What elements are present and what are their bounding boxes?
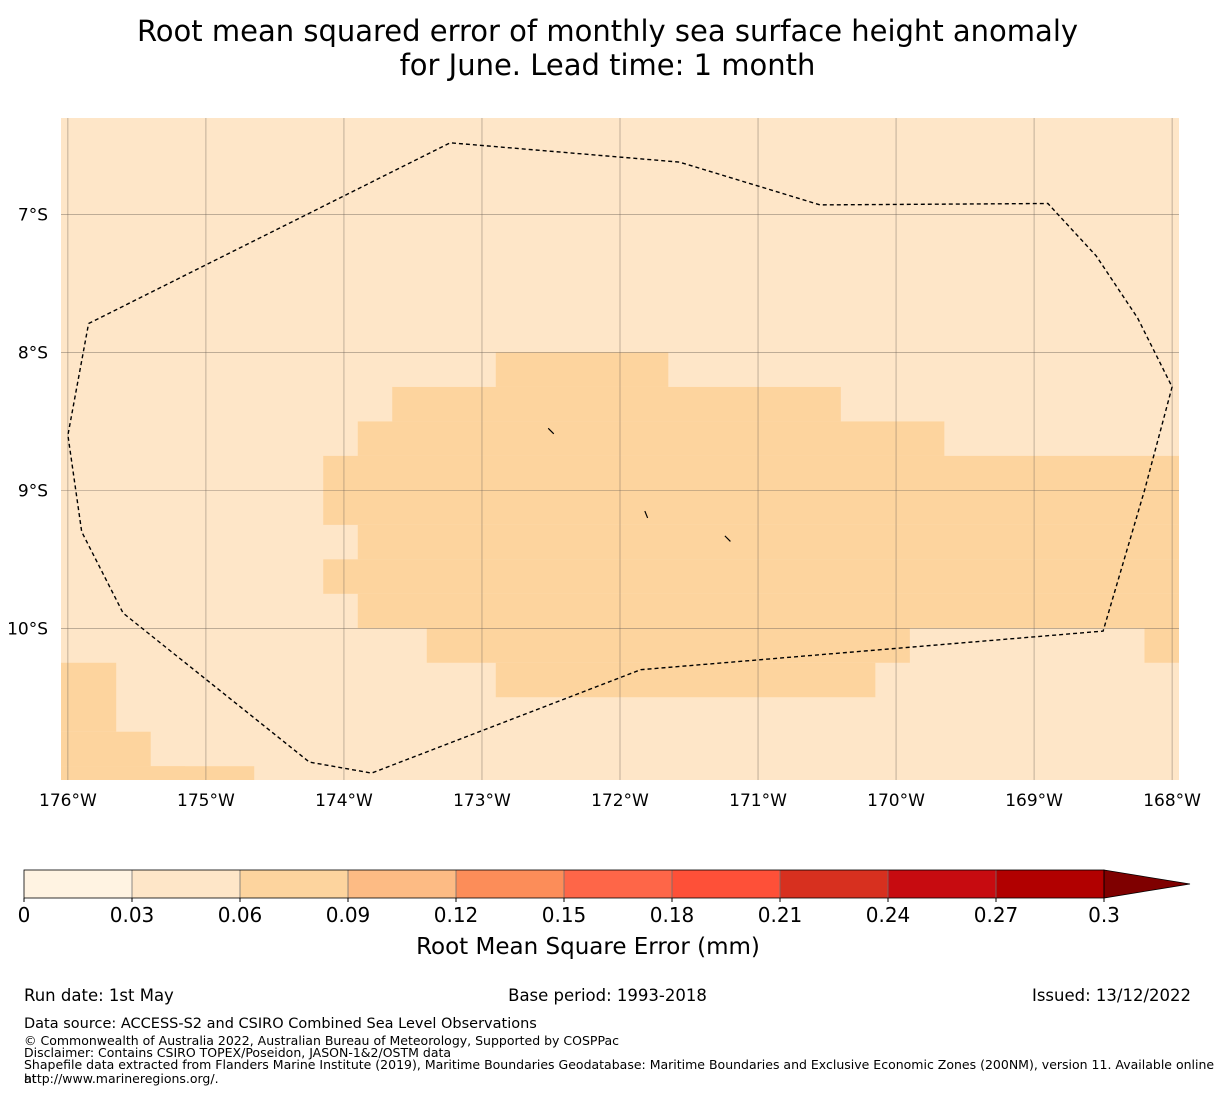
grid-lines <box>61 118 1179 780</box>
chart-title: Root mean squared error of monthly sea s… <box>0 14 1215 82</box>
y-tick-label: 10°S <box>7 619 48 639</box>
rmse-cell <box>1144 628 1179 663</box>
map-plot: 176°W 175°W 174°W 173°W 172°W 171°W 170°W 169°W… <box>7 118 1201 811</box>
colorbar-tick-label: 0.03 <box>110 903 155 927</box>
rmse-cell <box>495 352 669 387</box>
rmse-cell <box>357 593 1179 629</box>
island-outline <box>644 510 649 519</box>
rmse-cell <box>357 421 945 456</box>
shapefile-url: http://www.marineregions.org/. <box>24 1071 219 1086</box>
colorbar-segment <box>780 870 888 898</box>
colorbar-segment <box>996 870 1104 898</box>
colorbar-tick-label: 0.15 <box>542 903 587 927</box>
colorbar-tick-label: 0.12 <box>434 903 479 927</box>
island-outline <box>547 427 555 435</box>
base-period: Base period: 1993-2018 <box>508 986 707 1005</box>
rmse-cell <box>61 662 117 732</box>
colorbar-tick-label: 0.3 <box>1088 903 1120 927</box>
shapefile-credit: Shapefile data extracted from Flanders M… <box>24 1057 1215 1086</box>
data-source: Data source: ACCESS-S2 and CSIRO Combine… <box>24 1016 537 1032</box>
rmse-cell <box>426 628 910 663</box>
y-tick-label: 8°S <box>18 343 48 363</box>
colorbar-label: Root Mean Square Error (mm) <box>416 934 760 960</box>
x-tick-label: 173°W <box>453 791 511 811</box>
x-tick-label: 171°W <box>729 791 787 811</box>
eez-boundary <box>67 142 1173 774</box>
colorbar-segment <box>24 870 132 898</box>
rmse-cell <box>323 559 1179 594</box>
colorbar-tick-label: 0.06 <box>218 903 263 927</box>
colorbar-tick-label: 0.27 <box>974 903 1019 927</box>
islands <box>547 427 731 542</box>
colorbar-tick-label: 0.21 <box>758 903 803 927</box>
disclaimer: Disclaimer: Contains CSIRO TOPEX/Poseido… <box>24 1045 452 1060</box>
colorbar: 0 0.03 0.06 0.09 0.12 0.15 0.18 0.21 0.24 0.27 0.3… <box>18 869 1191 960</box>
colorbar-tick-label: 0.24 <box>866 903 911 927</box>
colorbar-segment <box>348 870 456 898</box>
colorbar-segment <box>240 870 348 898</box>
rmse-cell <box>61 766 255 780</box>
rmse-cell <box>495 662 876 698</box>
rmse-cell <box>392 386 841 422</box>
colorbar-segment <box>672 870 780 898</box>
colorbar-extend-arrow <box>1103 869 1191 899</box>
rmse-cell <box>357 524 1179 560</box>
x-tick-label: 174°W <box>315 791 373 811</box>
copyright: © Commonwealth of Australia 2022, Austra… <box>24 1033 619 1048</box>
island-outline <box>724 535 731 542</box>
colorbar-tick-label: 0.09 <box>326 903 371 927</box>
x-tick-label: 172°W <box>591 791 649 811</box>
y-tick-labels: 7°S 8°S 9°S 10°S <box>7 206 48 640</box>
colorbar-segment <box>132 870 240 898</box>
colorbar-segment <box>456 870 564 898</box>
x-tick-label: 170°W <box>867 791 925 811</box>
y-tick-label: 7°S <box>18 206 48 226</box>
chart-title-line2: for June. Lead time: 1 month <box>399 48 816 82</box>
run-date: Run date: 1st May <box>24 986 174 1005</box>
colorbar-segment <box>564 870 672 898</box>
x-tick-label: 168°W <box>1143 791 1201 811</box>
issued-date: Issued: 13/12/2022 <box>1031 986 1191 1005</box>
chart-title-line1: Root mean squared error of monthly sea s… <box>136 14 1079 48</box>
colorbar-segment <box>888 870 996 898</box>
rmse-cell <box>61 731 151 767</box>
y-tick-label: 9°S <box>18 481 48 501</box>
x-tick-labels: 176°W 175°W 174°W 173°W 172°W 171°W 170°W 169°W… <box>39 791 1201 811</box>
colorbar-tick-label: 0.18 <box>650 903 695 927</box>
x-tick-label: 175°W <box>177 791 235 811</box>
x-tick-label: 169°W <box>1005 791 1063 811</box>
x-tick-label: 176°W <box>39 791 97 811</box>
colorbar-tick-label: 0 <box>18 903 31 927</box>
